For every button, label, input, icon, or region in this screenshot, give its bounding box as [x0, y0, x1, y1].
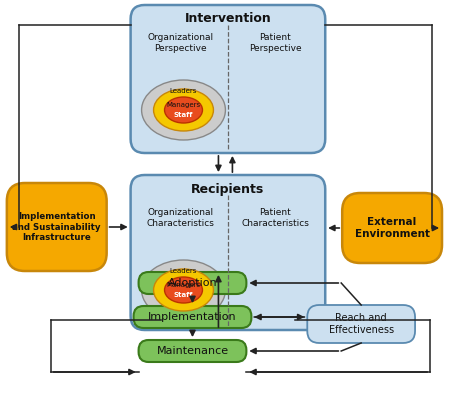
Ellipse shape: [153, 269, 213, 311]
Text: Organizational
Perspective: Organizational Perspective: [148, 33, 214, 53]
Text: Maintenance: Maintenance: [157, 346, 229, 356]
Text: Patient
Characteristics: Patient Characteristics: [241, 208, 309, 228]
Ellipse shape: [165, 277, 202, 303]
Ellipse shape: [153, 89, 213, 131]
FancyBboxPatch shape: [139, 340, 247, 362]
Text: Recipients: Recipients: [191, 183, 265, 195]
FancyBboxPatch shape: [130, 175, 325, 330]
Text: Implementation: Implementation: [148, 312, 237, 322]
Text: Intervention: Intervention: [184, 12, 271, 25]
Text: Organizational
Characteristics: Organizational Characteristics: [147, 208, 215, 228]
FancyBboxPatch shape: [7, 183, 107, 271]
Text: Staff: Staff: [174, 112, 193, 118]
Text: Leaders: Leaders: [170, 88, 197, 94]
FancyBboxPatch shape: [342, 193, 442, 263]
FancyBboxPatch shape: [139, 272, 247, 294]
Ellipse shape: [142, 80, 225, 140]
FancyBboxPatch shape: [134, 306, 252, 328]
Text: Adoption: Adoption: [168, 278, 217, 288]
Text: Leaders: Leaders: [170, 268, 197, 274]
Ellipse shape: [165, 97, 202, 123]
Text: Reach and
Effectiveness: Reach and Effectiveness: [328, 313, 394, 335]
Text: Patient
Perspective: Patient Perspective: [249, 33, 302, 53]
Text: Staff: Staff: [174, 292, 193, 298]
FancyBboxPatch shape: [130, 5, 325, 153]
Text: External
Environment: External Environment: [355, 217, 430, 239]
Text: Managers: Managers: [166, 282, 201, 288]
Text: Managers: Managers: [166, 102, 201, 108]
Ellipse shape: [142, 260, 225, 320]
Text: Implementation
and Sustainability
Infrastructure: Implementation and Sustainability Infras…: [13, 212, 101, 242]
FancyBboxPatch shape: [307, 305, 415, 343]
